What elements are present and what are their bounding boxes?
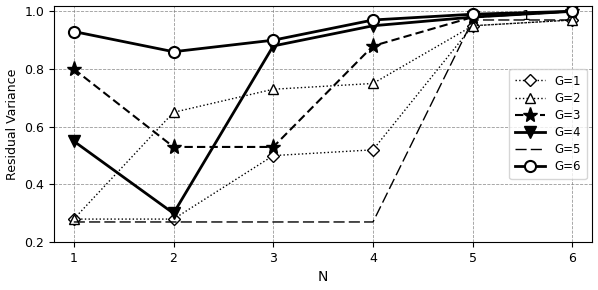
- G=4: [270, 44, 277, 48]
- Legend: G=1, G=2, G=3, G=4, G=5, G=6: G=1, G=2, G=3, G=4, G=5, G=6: [509, 69, 587, 179]
- G=2: [170, 110, 177, 114]
- G=1: [170, 217, 177, 221]
- G=2: [469, 24, 477, 28]
- Y-axis label: Residual Variance: Residual Variance: [5, 68, 19, 180]
- G=6: [370, 18, 377, 22]
- G=4: [70, 139, 77, 143]
- Line: G=6: G=6: [68, 6, 578, 57]
- G=1: [70, 217, 77, 221]
- G=4: [370, 24, 377, 28]
- G=2: [70, 217, 77, 221]
- G=6: [569, 10, 576, 13]
- G=3: [569, 10, 576, 13]
- G=1: [469, 24, 477, 28]
- G=4: [469, 15, 477, 19]
- G=3: [370, 44, 377, 48]
- G=4: [569, 10, 576, 13]
- G=1: [569, 18, 576, 22]
- G=6: [270, 39, 277, 42]
- G=1: [370, 148, 377, 152]
- G=2: [370, 82, 377, 85]
- G=2: [569, 18, 576, 22]
- G=6: [170, 50, 177, 53]
- G=3: [469, 15, 477, 19]
- Text: 1: 1: [522, 9, 530, 23]
- G=6: [469, 12, 477, 16]
- Line: G=4: G=4: [68, 5, 579, 220]
- G=3: [70, 67, 77, 71]
- G=5: [569, 18, 576, 22]
- G=5: [270, 220, 277, 224]
- G=4: [170, 212, 177, 215]
- Line: G=1: G=1: [69, 16, 576, 223]
- G=2: [270, 88, 277, 91]
- G=3: [270, 145, 277, 149]
- Line: G=5: G=5: [74, 20, 572, 222]
- G=5: [370, 220, 377, 224]
- G=1: [270, 154, 277, 157]
- G=5: [70, 220, 77, 224]
- Line: G=2: G=2: [69, 15, 577, 224]
- G=5: [469, 18, 477, 22]
- X-axis label: N: N: [318, 271, 328, 284]
- G=3: [170, 145, 177, 149]
- G=6: [70, 30, 77, 33]
- Line: G=3: G=3: [66, 4, 580, 155]
- G=5: [170, 220, 177, 224]
